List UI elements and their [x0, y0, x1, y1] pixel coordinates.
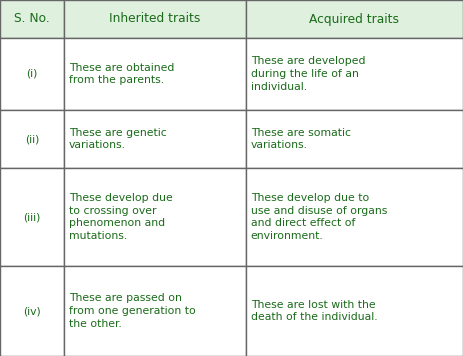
Bar — [0, 110, 64, 168]
Bar — [0, 38, 64, 110]
Bar — [246, 38, 463, 110]
Text: These develop due
to crossing over
phenomenon and
mutations.: These develop due to crossing over pheno… — [69, 193, 173, 241]
Text: (i): (i) — [26, 69, 38, 79]
Text: (iii): (iii) — [23, 212, 41, 222]
Bar — [64, 38, 246, 110]
Text: (iv): (iv) — [23, 306, 41, 316]
Text: These are developed
during the life of an
individual.: These are developed during the life of a… — [251, 56, 365, 92]
Bar — [0, 0, 64, 38]
Bar — [64, 266, 246, 356]
Text: These are somatic
variations.: These are somatic variations. — [251, 127, 351, 150]
Bar — [64, 168, 246, 266]
Text: S. No.: S. No. — [14, 12, 50, 26]
Text: These develop due to
use and disuse of organs
and direct effect of
environment.: These develop due to use and disuse of o… — [251, 193, 387, 241]
Text: Inherited traits: Inherited traits — [109, 12, 200, 26]
Bar — [64, 0, 246, 38]
Bar — [246, 266, 463, 356]
Text: Acquired traits: Acquired traits — [309, 12, 400, 26]
Bar — [246, 0, 463, 38]
Bar — [246, 110, 463, 168]
Bar — [0, 266, 64, 356]
Text: These are obtained
from the parents.: These are obtained from the parents. — [69, 63, 174, 85]
Text: These are lost with the
death of the individual.: These are lost with the death of the ind… — [251, 300, 377, 323]
Bar — [0, 168, 64, 266]
Text: These are passed on
from one generation to
the other.: These are passed on from one generation … — [69, 293, 196, 329]
Bar — [64, 110, 246, 168]
Text: These are genetic
variations.: These are genetic variations. — [69, 127, 167, 150]
Bar — [246, 168, 463, 266]
Text: (ii): (ii) — [25, 134, 39, 144]
